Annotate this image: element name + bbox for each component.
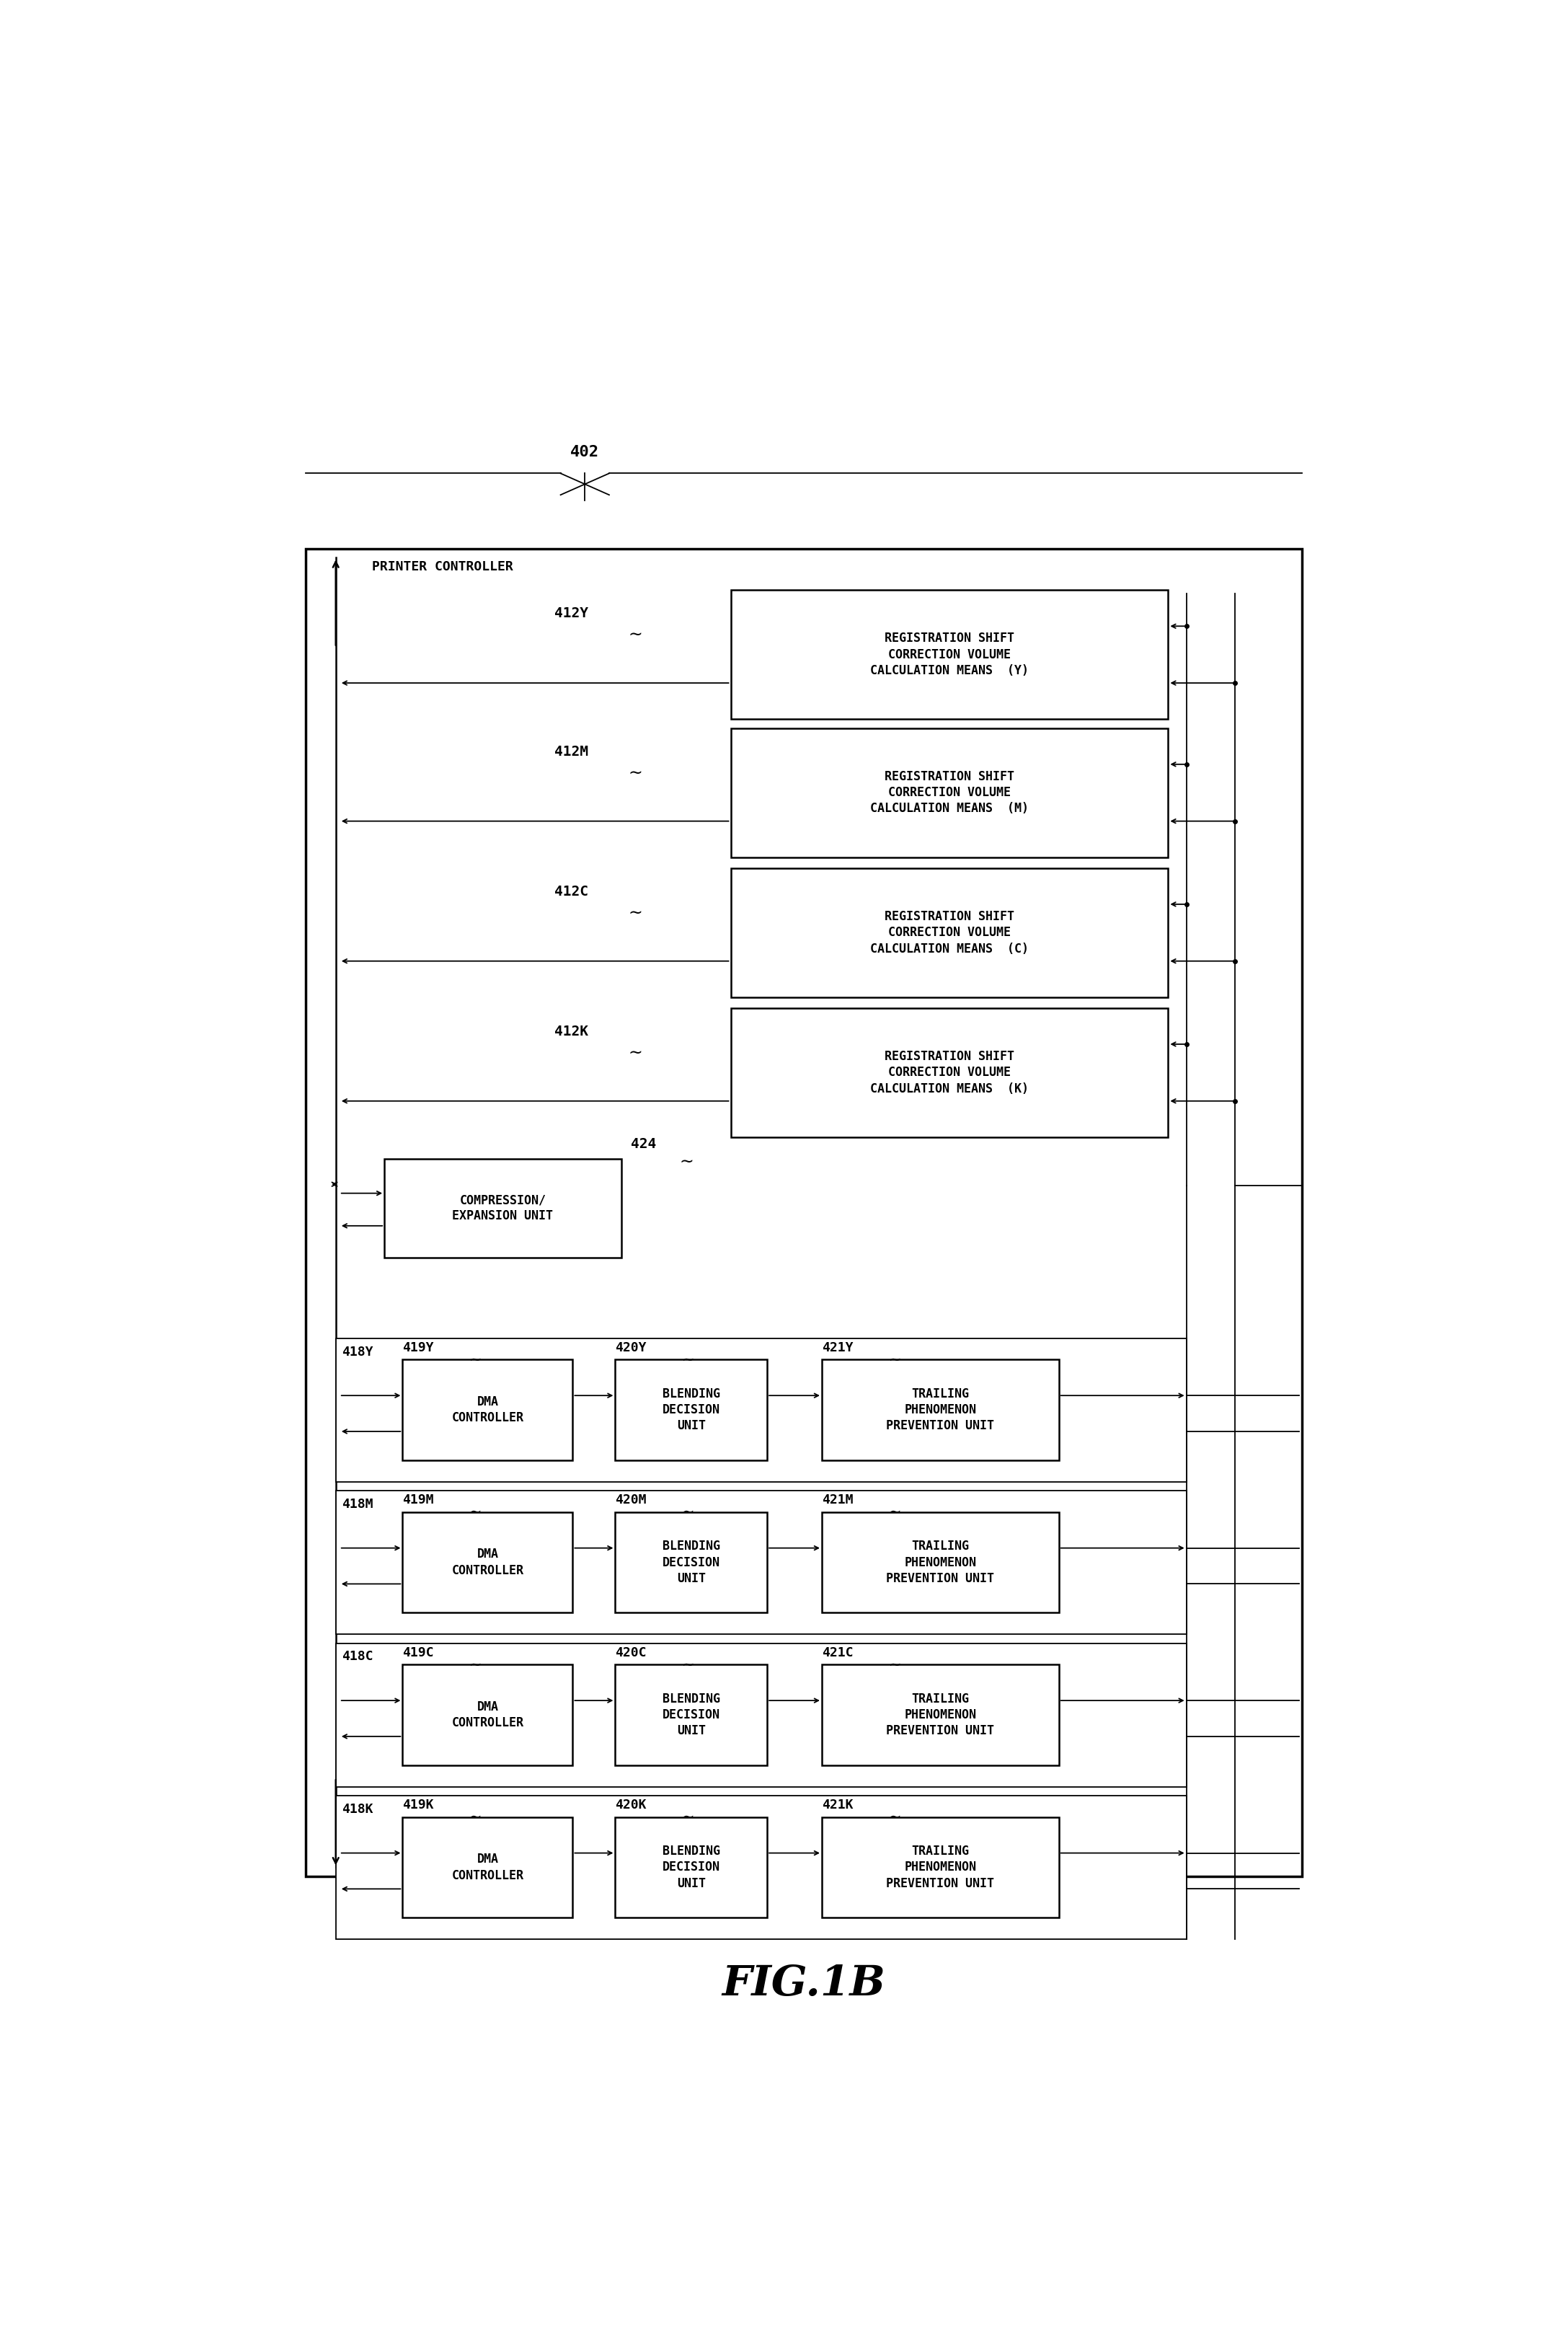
Text: 421K: 421K	[822, 1799, 853, 1813]
Bar	[403, 1817, 572, 1918]
Text: BLENDING
DECISION
UNIT: BLENDING DECISION UNIT	[662, 1540, 720, 1584]
Text: 421C: 421C	[822, 1647, 853, 1659]
Bar	[731, 1009, 1168, 1137]
Text: ∼: ∼	[469, 1351, 481, 1368]
Text: ∼: ∼	[469, 1657, 481, 1673]
Text: 420C: 420C	[615, 1647, 646, 1659]
Text: REGISTRATION SHIFT
CORRECTION VOLUME
CALCULATION MEANS  (M): REGISTRATION SHIFT CORRECTION VOLUME CAL…	[870, 771, 1029, 816]
Text: 418Y: 418Y	[342, 1344, 373, 1358]
Text: DMA
CONTROLLER: DMA CONTROLLER	[452, 1852, 524, 1883]
Text: 421M: 421M	[822, 1494, 853, 1508]
Text: 420Y: 420Y	[615, 1342, 646, 1354]
Text: PRINTER CONTROLLER: PRINTER CONTROLLER	[372, 559, 513, 573]
Bar	[403, 1361, 572, 1461]
Text: ∼: ∼	[469, 1505, 481, 1519]
Bar	[822, 1664, 1058, 1766]
Text: 402: 402	[571, 445, 599, 459]
Text: ∼: ∼	[629, 904, 643, 923]
Text: 418M: 418M	[342, 1498, 373, 1510]
Text: ∼: ∼	[682, 1505, 695, 1519]
Bar	[731, 869, 1168, 997]
Bar	[306, 548, 1301, 1876]
Text: BLENDING
DECISION
UNIT: BLENDING DECISION UNIT	[662, 1386, 720, 1433]
Text: ∼: ∼	[629, 764, 643, 783]
Bar	[384, 1158, 621, 1258]
Text: REGISTRATION SHIFT
CORRECTION VOLUME
CALCULATION MEANS  (C): REGISTRATION SHIFT CORRECTION VOLUME CAL…	[870, 911, 1029, 955]
Text: COMPRESSION/
EXPANSION UNIT: COMPRESSION/ EXPANSION UNIT	[453, 1193, 554, 1223]
Bar	[731, 727, 1168, 857]
Text: 412K: 412K	[555, 1025, 588, 1039]
Text: REGISTRATION SHIFT
CORRECTION VOLUME
CALCULATION MEANS  (Y): REGISTRATION SHIFT CORRECTION VOLUME CAL…	[870, 631, 1029, 678]
Text: 418C: 418C	[342, 1650, 373, 1664]
Text: 419K: 419K	[403, 1799, 434, 1813]
Text: TRAILING
PHENOMENON
PREVENTION UNIT: TRAILING PHENOMENON PREVENTION UNIT	[886, 1386, 994, 1433]
Text: REGISTRATION SHIFT
CORRECTION VOLUME
CALCULATION MEANS  (K): REGISTRATION SHIFT CORRECTION VOLUME CAL…	[870, 1051, 1029, 1095]
Text: ∼: ∼	[889, 1657, 902, 1673]
Bar	[615, 1817, 767, 1918]
Bar	[822, 1817, 1058, 1918]
Text: ∼: ∼	[889, 1810, 902, 1824]
Bar	[822, 1361, 1058, 1461]
Text: ∼: ∼	[889, 1351, 902, 1368]
Text: BLENDING
DECISION
UNIT: BLENDING DECISION UNIT	[662, 1845, 720, 1890]
Text: TRAILING
PHENOMENON
PREVENTION UNIT: TRAILING PHENOMENON PREVENTION UNIT	[886, 1692, 994, 1738]
Text: 424: 424	[630, 1137, 657, 1151]
Text: 412C: 412C	[555, 885, 588, 899]
Text: DMA
CONTROLLER: DMA CONTROLLER	[452, 1547, 524, 1577]
Bar	[615, 1664, 767, 1766]
Text: BLENDING
DECISION
UNIT: BLENDING DECISION UNIT	[662, 1692, 720, 1738]
Text: ∼: ∼	[682, 1657, 695, 1673]
Text: ∼: ∼	[469, 1810, 481, 1824]
Bar	[336, 1491, 1187, 1633]
Text: 412Y: 412Y	[555, 606, 588, 620]
Text: FIG.1B: FIG.1B	[721, 1964, 886, 2004]
Text: DMA
CONTROLLER: DMA CONTROLLER	[452, 1396, 524, 1424]
Bar	[822, 1512, 1058, 1612]
Text: ∼: ∼	[682, 1351, 695, 1368]
Bar	[403, 1664, 572, 1766]
Text: ∼: ∼	[889, 1505, 902, 1519]
Text: 420M: 420M	[615, 1494, 646, 1508]
Text: 419Y: 419Y	[403, 1342, 434, 1354]
Text: ∼: ∼	[679, 1153, 695, 1172]
Text: 419M: 419M	[403, 1494, 434, 1508]
Text: ∼: ∼	[629, 627, 643, 643]
Bar	[336, 1337, 1187, 1482]
Text: 418K: 418K	[342, 1803, 373, 1815]
Text: ∼: ∼	[629, 1044, 643, 1062]
Text: TRAILING
PHENOMENON
PREVENTION UNIT: TRAILING PHENOMENON PREVENTION UNIT	[886, 1845, 994, 1890]
Text: 420K: 420K	[615, 1799, 646, 1813]
Text: 421Y: 421Y	[822, 1342, 853, 1354]
Bar	[336, 1796, 1187, 1939]
Bar	[615, 1512, 767, 1612]
Bar	[403, 1512, 572, 1612]
Bar	[615, 1361, 767, 1461]
Bar	[336, 1643, 1187, 1787]
Text: TRAILING
PHENOMENON
PREVENTION UNIT: TRAILING PHENOMENON PREVENTION UNIT	[886, 1540, 994, 1584]
Text: DMA
CONTROLLER: DMA CONTROLLER	[452, 1701, 524, 1729]
Bar	[731, 589, 1168, 720]
Text: 412M: 412M	[555, 746, 588, 760]
Text: 419C: 419C	[403, 1647, 434, 1659]
Text: ∼: ∼	[682, 1810, 695, 1824]
